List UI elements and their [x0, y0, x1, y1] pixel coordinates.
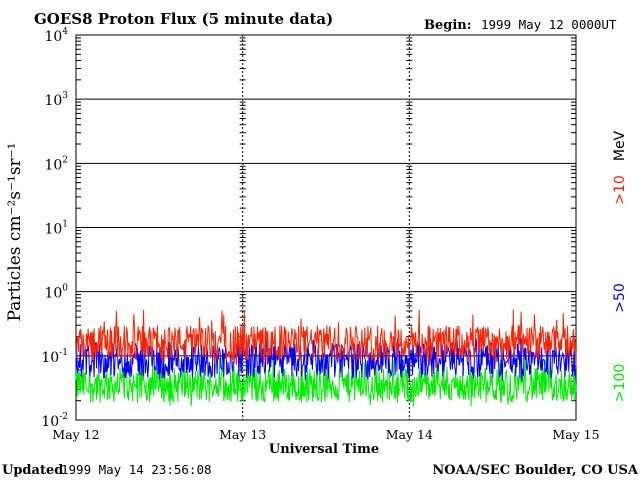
y-tick-label: 10-2 [41, 412, 68, 430]
x-tick-label: May 14 [386, 427, 433, 442]
x-axis-title: Universal Time [269, 442, 379, 457]
y-tick-label: 10-1 [41, 348, 68, 366]
y-axis-title: Particles cm⁻²s⁻¹sr⁻¹ [5, 143, 25, 322]
series-line [75, 357, 577, 407]
y-tick-label: 100 [44, 284, 68, 302]
series-line [75, 309, 577, 366]
plot-area [75, 34, 577, 421]
x-tick-label: May 12 [52, 427, 99, 442]
series-line [75, 336, 577, 382]
y-tick-label: 101 [44, 220, 68, 238]
x-tick-label: May 13 [219, 427, 266, 442]
credit: NOAA/SEC Boulder, CO USA [432, 463, 639, 478]
legend-label: >50 [612, 283, 628, 313]
updated-value: 1999 May 14 23:56:08 [61, 462, 212, 477]
begin-value: 1999 May 12 0000UT [481, 17, 617, 32]
y-tick-label: 102 [44, 155, 68, 173]
y-tick-label: 104 [44, 27, 68, 45]
legend-label: >100 [612, 364, 628, 402]
legend-label: >10 [612, 175, 628, 205]
y-tick-label: 103 [44, 91, 68, 109]
chart-title: GOES8 Proton Flux (5 minute data) [34, 10, 333, 28]
updated-label: Updated [2, 463, 63, 478]
begin-label: Begin: [424, 18, 472, 33]
x-tick-label: May 15 [552, 427, 599, 442]
legend-unit: MeV [612, 130, 628, 161]
